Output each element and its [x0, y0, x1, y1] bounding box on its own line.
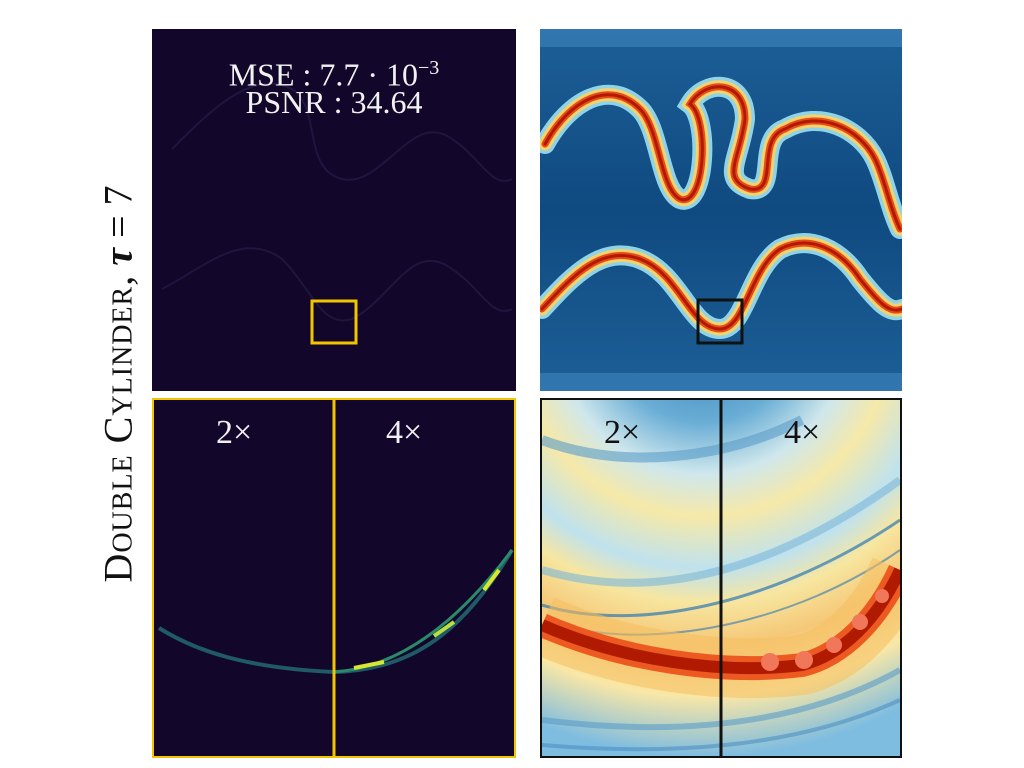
- zoom-label-2x-field: 2×: [604, 414, 641, 451]
- zoom-label-2x: 2×: [216, 414, 253, 451]
- tau-equals: =: [95, 205, 141, 249]
- mse-value: 7.7 · 10: [319, 56, 419, 93]
- title-separator: ,: [95, 265, 141, 286]
- mse-label: MSE: [228, 56, 295, 93]
- mse-exponent: −3: [418, 57, 440, 79]
- figure-row-title: Double Cylinder, τ = 7: [95, 185, 142, 582]
- psnr-label: PSNR: [245, 84, 326, 120]
- error-map-image: [161, 82, 513, 345]
- field-zoom-image: [542, 400, 900, 756]
- tau-symbol: τ: [95, 248, 141, 266]
- field-zoom-panel: 2× 4×: [540, 398, 902, 758]
- error-map-panel: MSE : 7.7 · 10−3 PSNR : 34.64: [152, 29, 516, 391]
- tau-value: 7: [95, 185, 141, 206]
- dataset-name: Double Cylinder: [95, 285, 141, 583]
- psnr-metric: PSNR : 34.64: [245, 84, 423, 120]
- psnr-value: 34.64: [350, 84, 423, 120]
- field-zoom-box: [696, 298, 744, 345]
- zoom-label-4x: 4×: [386, 414, 423, 451]
- mse-metric: MSE : 7.7 · 10−3: [228, 56, 440, 93]
- error-zoom-box: [310, 299, 358, 345]
- vorticity-field-panel: [540, 29, 902, 391]
- vorticity-field-image: [540, 29, 902, 391]
- error-zoom-panel: 2× 4×: [152, 398, 516, 758]
- error-zoom-image: [157, 400, 514, 756]
- zoom-label-4x-field: 4×: [784, 414, 821, 451]
